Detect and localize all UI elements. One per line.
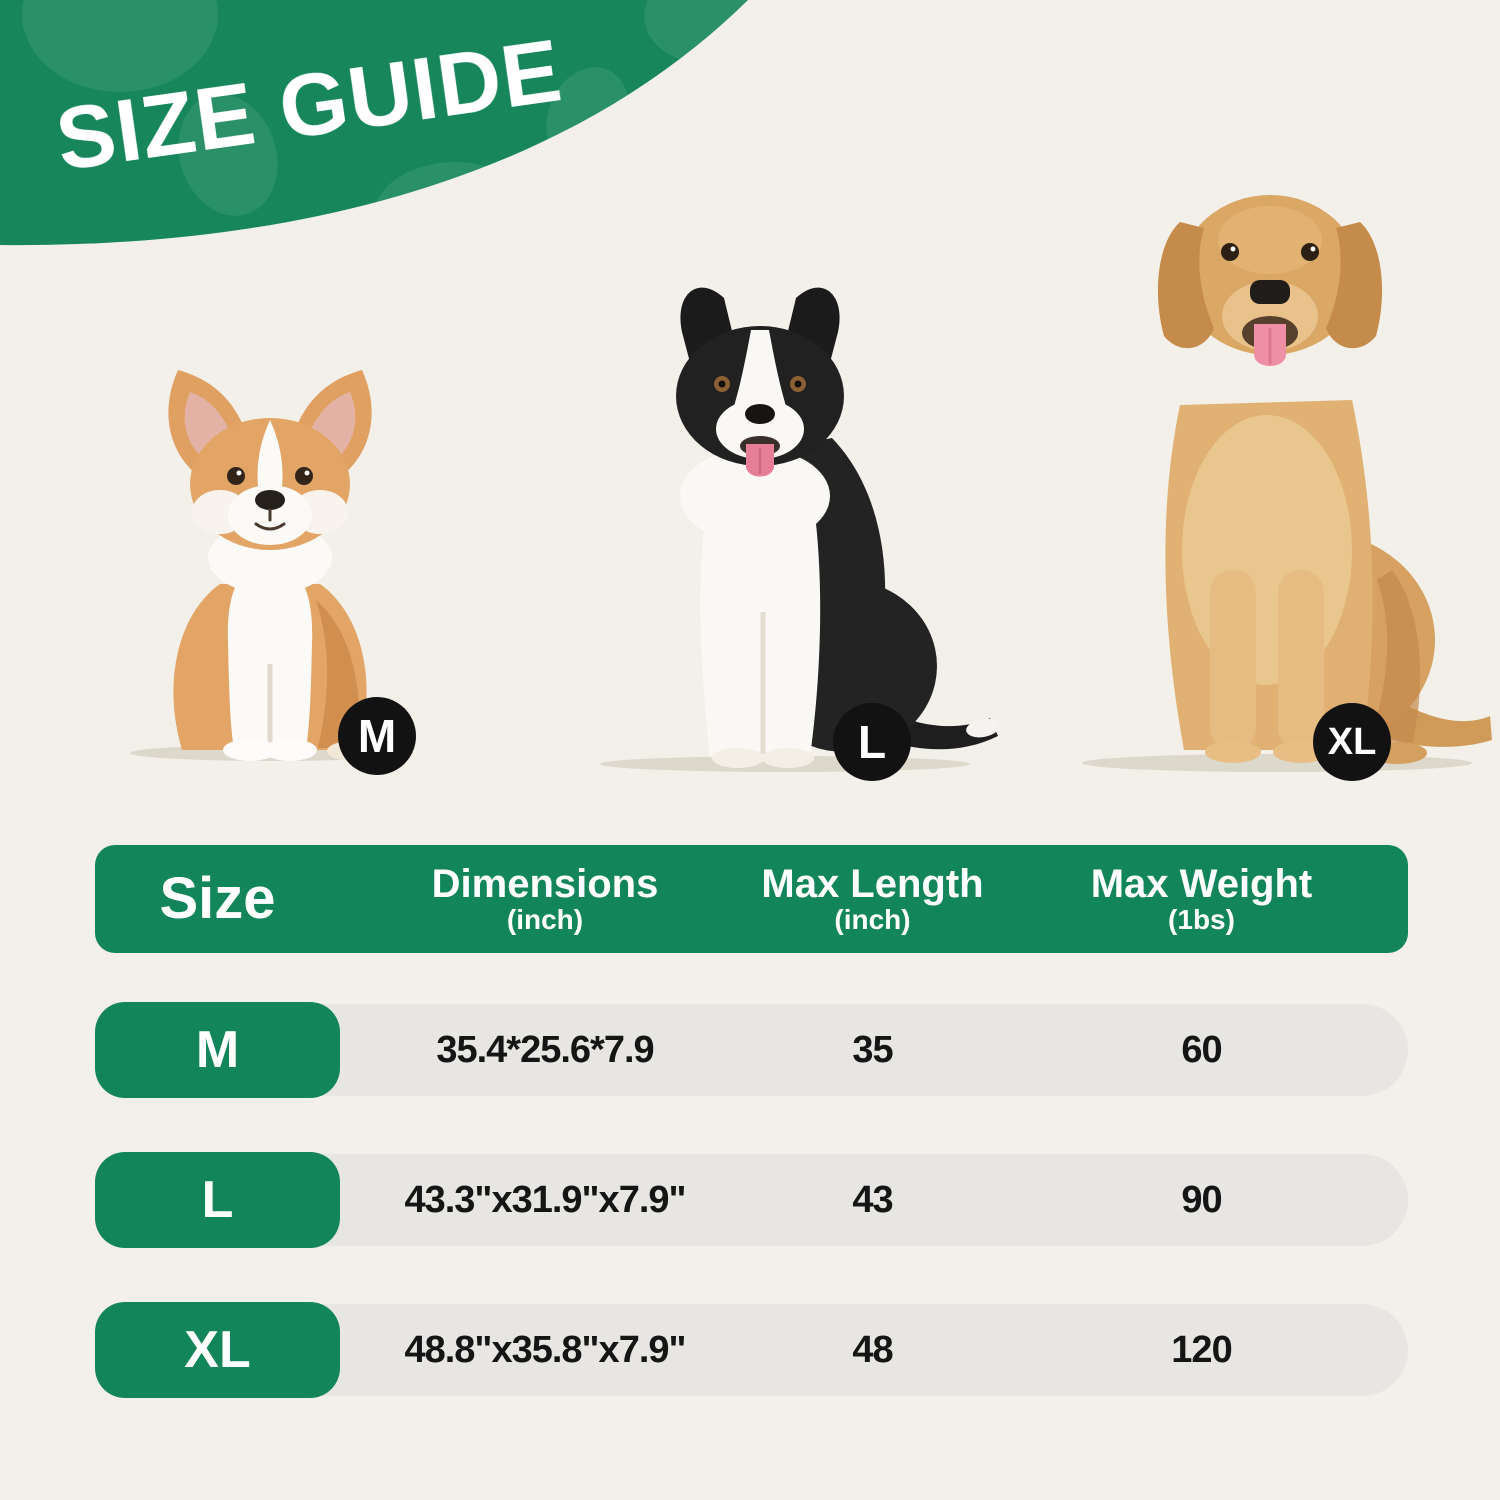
size-badge-l: L: [833, 703, 911, 781]
row-size-label: L: [95, 1152, 340, 1248]
cell-dimensions: 48.8"x35.8"x7.9": [404, 1328, 686, 1371]
column-header-max-length: Max Length (inch): [761, 862, 984, 936]
golden-retriever-illustration: [1082, 195, 1492, 772]
cell-max-length: 43: [852, 1178, 893, 1221]
column-header-size: Size: [159, 865, 276, 931]
column-header-max-weight: Max Weight (1bs): [1090, 862, 1313, 936]
cell-max-weight: 60: [1181, 1028, 1222, 1071]
row-size-label: XL: [95, 1302, 340, 1398]
cell-max-length: 48: [852, 1328, 893, 1371]
cell-dimensions: 43.3"x31.9"x7.9": [404, 1178, 686, 1221]
cell-max-length: 35: [852, 1028, 893, 1071]
row-size-label: M: [95, 1002, 340, 1098]
cell-max-weight: 90: [1181, 1178, 1222, 1221]
banner-curve: [0, 0, 748, 246]
table-row-l: 43.3"x31.9"x7.9" 43 90 L: [95, 1152, 1408, 1248]
size-table-header: Size Dimensions (inch) Max Length (inch)…: [95, 845, 1408, 953]
table-row-xl: 48.8"x35.8"x7.9" 48 120 XL: [95, 1302, 1408, 1398]
column-header-dimensions: Dimensions (inch): [431, 862, 659, 936]
corgi-illustration: [130, 370, 414, 761]
cell-dimensions: 35.4*25.6*7.9: [436, 1028, 654, 1071]
size-badge-xl: XL: [1313, 703, 1391, 781]
border-collie-illustration: [600, 287, 1000, 772]
cell-max-weight: 120: [1171, 1328, 1232, 1371]
size-badge-m: M: [338, 697, 416, 775]
table-row-m: 35.4*25.6*7.9 35 60 M: [95, 1002, 1408, 1098]
